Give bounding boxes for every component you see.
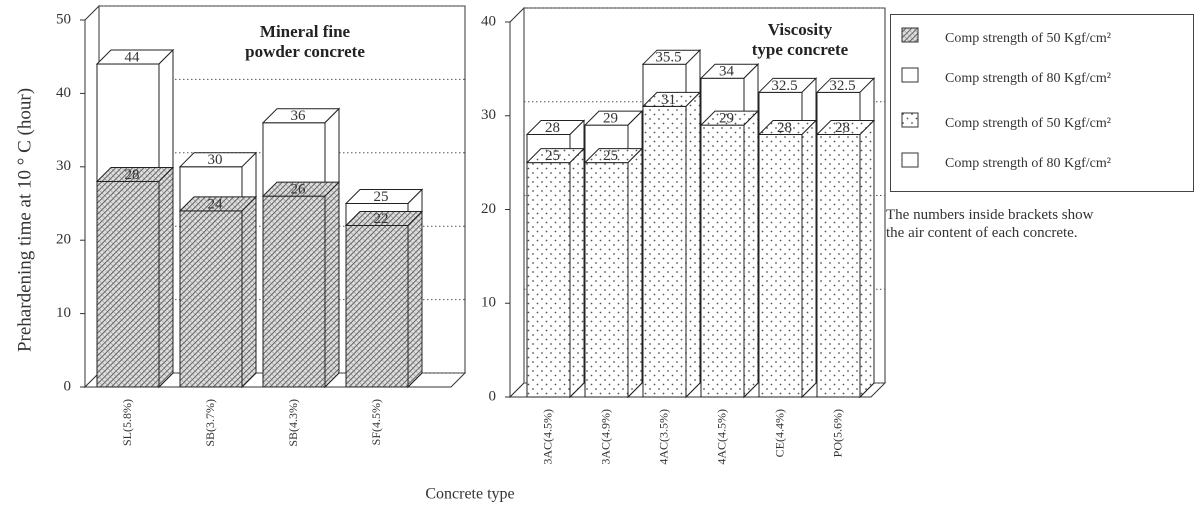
- value-label: 28: [835, 120, 850, 136]
- value-label: 36: [291, 108, 307, 124]
- x-tick-label: 4AC(3.5%): [656, 409, 670, 465]
- y-tick-label: 50: [56, 11, 71, 27]
- x-tick-label: CE(4.4%): [772, 409, 786, 457]
- bar-side: [801, 119, 817, 399]
- value-label: 30: [208, 152, 223, 168]
- y-tick-label: 20: [56, 232, 71, 248]
- x-tick-label: 4AC(4.5%): [714, 409, 728, 465]
- value-label: 24: [208, 196, 224, 212]
- value-label: 29: [719, 111, 734, 127]
- legend-swatch: [901, 67, 919, 83]
- legend-label: Comp strength of 50 Kgf/cm²: [945, 116, 1111, 131]
- y-tick-label: 30: [481, 107, 496, 123]
- bar-side: [407, 210, 423, 389]
- legend-label: Comp strength of 80 Kgf/cm²: [945, 156, 1111, 171]
- bar-front: [816, 134, 861, 398]
- y-tick-label: 40: [481, 13, 496, 29]
- value-label: 28: [125, 167, 140, 183]
- legend-label: Comp strength of 50 Kgf/cm²: [945, 31, 1111, 46]
- value-label: 31: [661, 92, 676, 108]
- x-tick-label: SB(3.7%): [203, 399, 217, 447]
- bar-side: [627, 147, 643, 399]
- bar-side: [569, 147, 585, 399]
- value-label: 22: [374, 211, 389, 227]
- value-label: 34: [719, 64, 735, 80]
- chart-title: Mineral fine powder concrete: [245, 22, 365, 61]
- side-wall: [509, 6, 525, 399]
- value-label: 32.5: [771, 78, 797, 94]
- value-label: 29: [603, 111, 618, 127]
- bar-front: [345, 225, 409, 388]
- legend-swatch: [901, 27, 919, 43]
- bar-front: [526, 162, 571, 398]
- value-label: 35.5: [655, 50, 681, 66]
- value-label: 25: [603, 148, 618, 164]
- bar-side: [324, 180, 340, 389]
- x-tick-label: SF(4.5%): [369, 399, 383, 445]
- y-tick-label: 0: [489, 388, 497, 404]
- y-tick-label: 0: [64, 378, 72, 394]
- bar-front: [758, 134, 803, 398]
- x-axis-label: Concrete type: [425, 486, 514, 503]
- bar-side: [241, 195, 257, 389]
- bar-front: [700, 124, 745, 398]
- chart-title: Viscosity type concrete: [751, 20, 849, 59]
- bar-side: [859, 119, 875, 399]
- bar-front: [262, 195, 326, 388]
- value-label: 28: [545, 120, 560, 136]
- legend: Comp strength of 50 Kgf/cm² Comp strengt…: [890, 14, 1194, 192]
- y-tick-label: 10: [56, 305, 71, 321]
- value-label: 32.5: [829, 78, 855, 94]
- bar-side: [158, 166, 174, 389]
- x-tick-label: SB(4.3%): [286, 399, 300, 447]
- x-tick-label: 3AC(4.9%): [598, 409, 612, 465]
- y-tick-label: 20: [481, 201, 496, 217]
- legend-swatch: [901, 112, 919, 128]
- legend-swatch: [901, 152, 919, 168]
- annotation: The numbers inside brackets show the air…: [886, 207, 1094, 241]
- value-label: 28: [777, 120, 792, 136]
- value-label: 26: [291, 182, 307, 198]
- legend-label: Comp strength of 80 Kgf/cm²: [945, 71, 1111, 86]
- x-tick-label: SL(5.8%): [120, 399, 134, 446]
- value-label: 25: [545, 148, 560, 164]
- y-tick-label: 30: [56, 158, 71, 174]
- y-tick-label: 10: [481, 295, 496, 311]
- value-label: 44: [125, 49, 141, 65]
- x-tick-label: 3AC(4.5%): [540, 409, 554, 465]
- y-tick-label: 40: [56, 85, 71, 101]
- x-tick-label: PO(5.6%): [830, 409, 844, 457]
- bar-front: [179, 210, 243, 388]
- bar-front: [642, 105, 687, 398]
- value-label: 25: [374, 189, 389, 205]
- bar-side: [685, 91, 701, 399]
- y-axis-label: Prehardening time at 10 ° C (hour): [14, 88, 35, 352]
- bar-front: [96, 180, 160, 388]
- bar-side: [743, 109, 759, 399]
- bar-front: [584, 162, 629, 398]
